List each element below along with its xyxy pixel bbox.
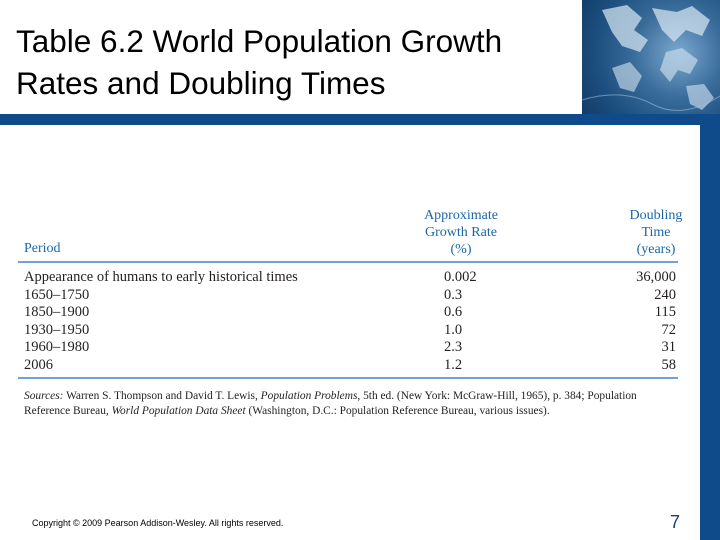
table-rule-top xyxy=(18,261,678,263)
cell-growth-rate: 1.2 xyxy=(444,356,463,373)
cell-period: 1650–1750 xyxy=(24,286,90,303)
table-rule-bottom xyxy=(18,377,678,379)
cell-doubling-time: 72 xyxy=(661,321,677,338)
globe-map-image xyxy=(582,0,720,118)
slide-title-line-2: Rates and Doubling Times xyxy=(16,65,386,101)
column-header-period: Period xyxy=(24,241,61,256)
header-divider-bar xyxy=(0,114,720,125)
sources-label: Sources: xyxy=(24,390,64,402)
table-row: 1850–1900 0.6 115 xyxy=(18,304,686,322)
cell-period: Appearance of humans to early historical… xyxy=(24,269,298,285)
cell-doubling-time: 240 xyxy=(654,286,676,303)
slide-title: Table 6.2 World Population Growth Rates … xyxy=(16,20,581,104)
table-body: Appearance of humans to early historical… xyxy=(18,269,686,374)
cell-growth-rate: 0.6 xyxy=(444,304,463,320)
cell-period: 1930–1950 xyxy=(24,321,90,338)
table-row: 1960–1980 2.3 31 xyxy=(18,339,686,357)
sources-book-1: Population Problems xyxy=(260,390,358,402)
table-row: 1930–1950 1.0 72 xyxy=(18,322,686,340)
page-number-box: 7 xyxy=(650,507,700,540)
cell-growth-rate: 0.3 xyxy=(444,286,463,303)
cell-growth-rate: 0.002 xyxy=(444,269,477,285)
title-area: Table 6.2 World Population Growth Rates … xyxy=(0,0,582,118)
table-sources-note: Sources: Warren S. Thompson and David T.… xyxy=(24,389,684,419)
column-header-doubling-time: Doubling Time (years) xyxy=(629,208,683,257)
cell-period: 1850–1900 xyxy=(24,304,90,320)
cell-doubling-time: 36,000 xyxy=(636,269,676,285)
cell-period: 1960–1980 xyxy=(24,339,90,355)
right-accent-strip xyxy=(700,125,720,540)
cell-doubling-time: 115 xyxy=(654,304,676,320)
slide-title-line-1: Table 6.2 World Population Growth xyxy=(16,23,503,59)
sources-text-b: , 5th ed. (New York: McGraw-Hill, 1965),… xyxy=(24,390,637,417)
page-number: 7 xyxy=(669,512,680,532)
sources-book-2: World Population Data Sheet xyxy=(111,405,246,417)
sources-text-a: Warren S. Thompson and David T. Lewis, xyxy=(63,390,261,402)
cell-doubling-time: 58 xyxy=(661,356,677,373)
table-row: Appearance of humans to early historical… xyxy=(18,269,686,287)
copyright-notice: Copyright © 2009 Pearson Addison-Wesley.… xyxy=(32,518,284,528)
globe-map-graphic xyxy=(582,5,720,111)
cell-growth-rate: 2.3 xyxy=(444,339,463,355)
table-row: 1650–1750 0.3 240 xyxy=(18,287,686,305)
cell-period: 2006 xyxy=(24,356,53,373)
table-row: 2006 1.2 58 xyxy=(18,357,686,375)
column-header-growth-rate: Approximate Growth Rate (%) xyxy=(424,208,498,257)
content-area: Period Approximate Growth Rate (%) Doubl… xyxy=(0,125,682,507)
sources-text-c: (Washington, D.C.: Population Reference … xyxy=(245,405,550,417)
cell-growth-rate: 1.0 xyxy=(444,321,463,338)
cell-doubling-time: 31 xyxy=(661,339,677,355)
